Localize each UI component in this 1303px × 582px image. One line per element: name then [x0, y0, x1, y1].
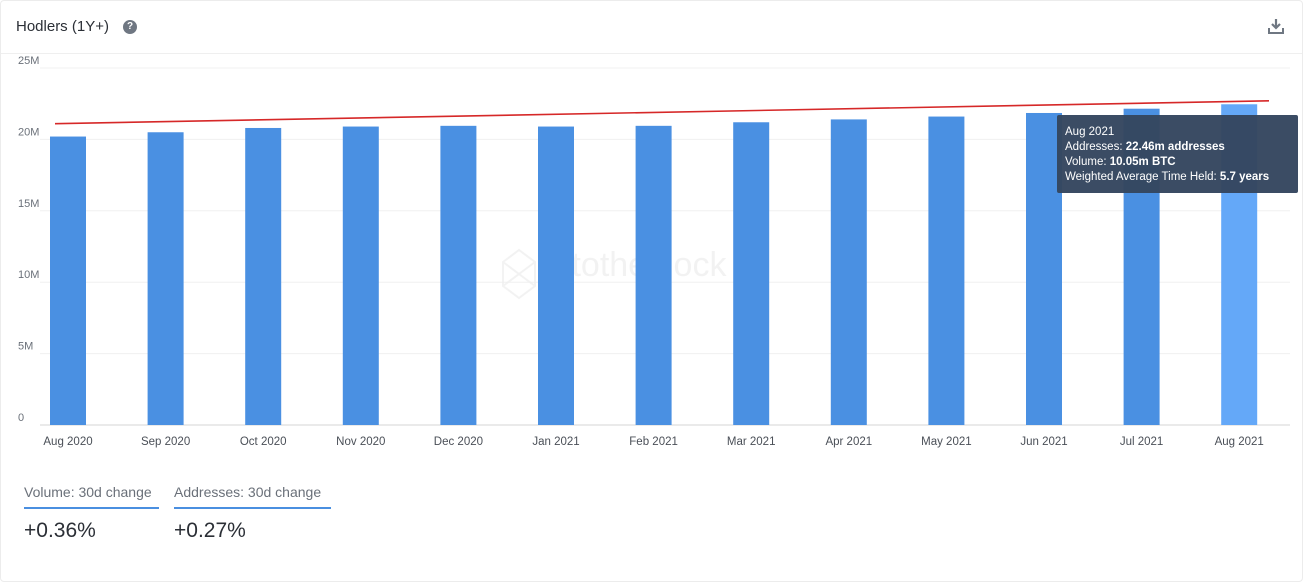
y-tick-label: 10M: [18, 269, 39, 281]
bar[interactable]: [538, 126, 574, 425]
download-icon[interactable]: [1267, 17, 1285, 35]
y-tick-label: 20M: [18, 126, 39, 138]
tooltip-volume: Volume: 10.05m BTC: [1065, 156, 1176, 168]
x-tick-label: Jan 2021: [532, 436, 579, 448]
x-tick-label: Aug 2020: [43, 436, 92, 448]
x-tick-label: Mar 2021: [727, 436, 776, 448]
x-tick-label: Feb 2021: [629, 436, 678, 448]
y-tick-label: 5M: [18, 341, 33, 353]
bar[interactable]: [342, 126, 379, 425]
volume-change-value: +0.36%: [24, 519, 96, 542]
tooltip-time-held: Weighted Average Time Held: 5.7 years: [1065, 171, 1269, 183]
bar[interactable]: [245, 127, 282, 425]
bar[interactable]: [635, 125, 672, 426]
x-tick-label: Nov 2020: [336, 436, 385, 448]
tooltip: Aug 2021 Addresses: 22.46m addresses Vol…: [1057, 115, 1298, 193]
x-tick-label: Aug 2021: [1215, 436, 1264, 448]
y-tick-label: 15M: [18, 198, 39, 210]
x-tick-label: Jun 2021: [1020, 436, 1067, 448]
bar[interactable]: [733, 122, 770, 425]
bar[interactable]: [928, 116, 965, 425]
y-tick-label: 0: [18, 412, 24, 424]
tooltip-date: Aug 2021: [1065, 126, 1114, 138]
tab-addresses-30d[interactable]: Addresses: 30d change: [174, 484, 331, 509]
bar[interactable]: [147, 132, 184, 425]
x-tick-label: Oct 2020: [240, 436, 287, 448]
trend-line: [54, 100, 1270, 125]
question-circle-icon[interactable]: ?: [123, 20, 137, 34]
bar[interactable]: [1026, 112, 1062, 425]
x-tick-label: Apr 2021: [825, 436, 872, 448]
bar[interactable]: [50, 136, 86, 425]
x-tick-label: Dec 2020: [434, 436, 483, 448]
y-tick-label: 25M: [18, 55, 39, 67]
x-tick-label: Jul 2021: [1120, 436, 1163, 448]
tab-volume-30d[interactable]: Volume: 30d change: [24, 484, 159, 509]
addresses-change-value: +0.27%: [174, 519, 246, 542]
bar[interactable]: [440, 125, 477, 426]
x-tick-label: May 2021: [921, 436, 972, 448]
chart-title: Hodlers (1Y+): [16, 18, 109, 35]
bar-chart: intotheblock 0 5M 10M 15M 20M 25M Aug 2020 Sep…: [18, 55, 1298, 448]
tooltip-addresses: Addresses: 22.46m addresses: [1065, 141, 1225, 153]
bar[interactable]: [830, 119, 867, 426]
chart-header: Hodlers (1Y+) ?: [1, 1, 1302, 54]
watermark: intotheblock: [502, 246, 727, 300]
x-tick-label: Sep 2020: [141, 436, 190, 448]
